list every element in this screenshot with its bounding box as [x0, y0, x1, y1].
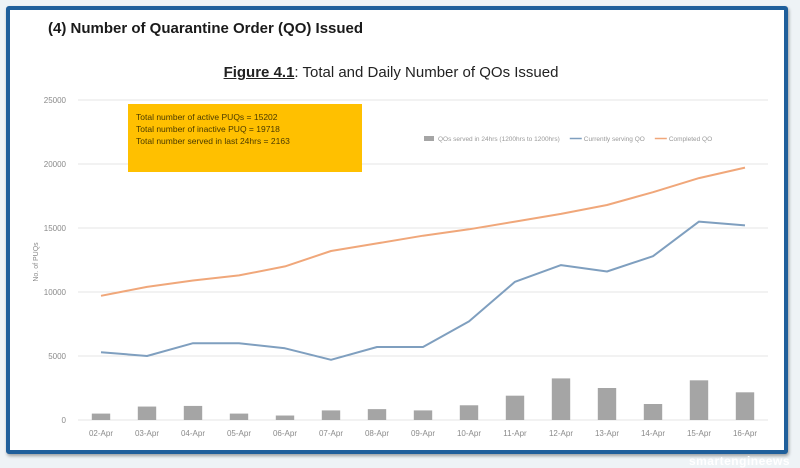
- x-tick-label: 02-Apr: [89, 429, 113, 438]
- x-tick-label: 12-Apr: [549, 429, 573, 438]
- y-tick-label: 10000: [44, 288, 67, 297]
- bar: [367, 409, 387, 420]
- bar: [597, 388, 617, 420]
- x-tick-label: 05-Apr: [227, 429, 251, 438]
- bar: [183, 405, 203, 420]
- bar: [321, 410, 341, 420]
- figure-label: Figure 4.1: [223, 64, 295, 81]
- legend-entry: Currently serving QO: [584, 136, 645, 143]
- bar-series: [91, 378, 755, 420]
- line-currently-serving-qo: [100, 220, 746, 361]
- x-tick-label: 13-Apr: [595, 429, 619, 438]
- y-axis-label: No. of PUQs: [33, 242, 40, 282]
- x-tick-label: 09-Apr: [411, 429, 435, 438]
- section-title: (4) Number of Quarantine Order (QO) Issu…: [48, 20, 364, 37]
- figure-title: Figure 4.1: Total and Daily Number of QO…: [0, 64, 782, 81]
- bar: [505, 395, 525, 420]
- bar: [137, 406, 157, 420]
- x-axis-ticks: 02-Apr 03-Apr 04-Apr 05-Apr 06-Apr 07-Apr 08-A…: [89, 429, 757, 438]
- line-series: [100, 166, 746, 361]
- x-tick-label: 04-Apr: [181, 429, 205, 438]
- y-tick-label: 25000: [44, 96, 67, 105]
- bar: [689, 380, 709, 420]
- y-tick-label: 20000: [44, 160, 67, 169]
- bar: [229, 413, 249, 420]
- bar: [643, 404, 663, 420]
- x-tick-label: 10-Apr: [457, 429, 481, 438]
- figure-caption: : Total and Daily Number of QOs Issued: [294, 64, 559, 81]
- info-line-active: Total number of active PUQs = 15202: [136, 112, 278, 122]
- bar: [735, 392, 755, 420]
- x-tick-label: 03-Apr: [135, 429, 159, 438]
- x-tick-label: 16-Apr: [733, 429, 757, 438]
- bar: [413, 410, 433, 420]
- watermark: smartengineews: [688, 454, 790, 468]
- x-tick-label: 11-Apr: [503, 429, 527, 438]
- y-tick-label: 0: [62, 416, 67, 425]
- legend: QOs served in 24hrs (1200hrs to 1200hrs)…: [424, 136, 712, 143]
- slide-frame: [6, 6, 788, 454]
- y-axis-ticks: 0 5000 10000 15000 20000 25000: [44, 96, 67, 425]
- x-tick-label: 07-Apr: [319, 429, 343, 438]
- info-line-served: Total number served in last 24hrs = 2163: [136, 136, 290, 146]
- x-tick-label: 06-Apr: [273, 429, 297, 438]
- legend-entry: Completed QO: [669, 136, 712, 143]
- legend-entry: QOs served in 24hrs (1200hrs to 1200hrs): [438, 136, 560, 143]
- line-completed-qo: [100, 166, 746, 297]
- bar: [275, 415, 295, 420]
- x-tick-label: 08-Apr: [365, 429, 389, 438]
- x-tick-label: 15-Apr: [687, 429, 711, 438]
- bar: [551, 378, 571, 420]
- legend-swatch-bar: [424, 136, 434, 141]
- x-tick-label: 14-Apr: [641, 429, 665, 438]
- info-box: Total number of active PUQs = 15202 Tota…: [128, 104, 362, 172]
- y-tick-label: 15000: [44, 224, 67, 233]
- y-tick-label: 5000: [48, 352, 66, 361]
- info-line-inactive: Total number of inactive PUQ = 19718: [136, 124, 280, 134]
- bar: [91, 413, 111, 420]
- bar: [459, 405, 479, 420]
